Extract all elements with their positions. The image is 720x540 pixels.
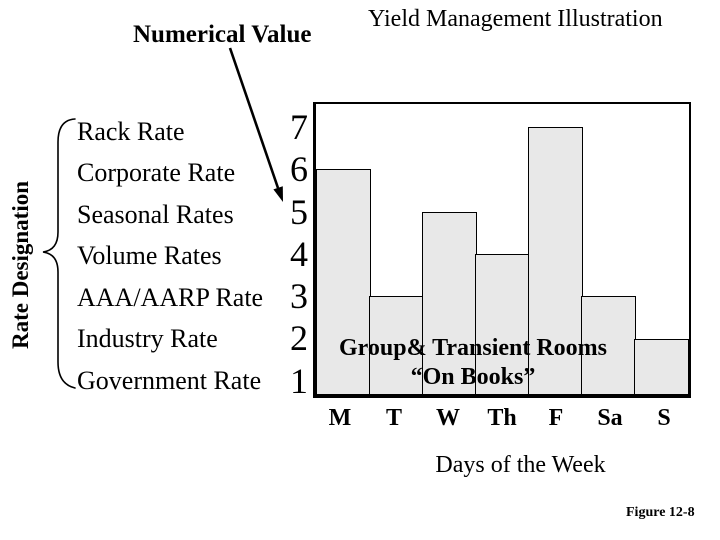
figure-caption: Figure 12-8 <box>626 505 695 520</box>
x-axis-label: F <box>548 405 564 431</box>
chart-annotation-line2: “On Books” <box>410 364 536 390</box>
x-axis-labels: M T W Th F Sa S <box>313 404 691 432</box>
rate-list-item: Rack Rate <box>77 116 185 146</box>
y-axis-tick: 7 <box>290 107 308 147</box>
rate-list-item: Seasonal Rates <box>77 199 234 229</box>
bars-container <box>316 104 690 395</box>
rate-list-item: Volume Rates <box>77 241 222 271</box>
y-axis-tick: 5 <box>290 191 308 232</box>
x-axis-label: T <box>385 405 402 431</box>
rate-list: Rack Rate Corporate Rate Seasonal Rates … <box>77 111 297 402</box>
x-axis-label: Th <box>487 405 517 431</box>
rate-list-item: Corporate Rate <box>77 158 236 188</box>
arrow-line <box>228 47 280 189</box>
bar <box>528 127 583 395</box>
y-axis-tick: 4 <box>290 233 308 274</box>
y-axis-tick: 2 <box>290 318 308 359</box>
rate-list-item: Government Rate <box>77 365 262 395</box>
y-axis-tick: 6 <box>290 149 308 190</box>
numerical-value-heading: Numerical Value <box>133 21 312 48</box>
slide-title: Yield Management Illustration <box>368 6 663 32</box>
chart-annotation-line1: Group& Transient Rooms <box>338 335 608 361</box>
x-axis-title: Days of the Week <box>435 452 606 478</box>
x-axis-label: W <box>436 405 460 431</box>
x-axis-label: S <box>657 405 671 431</box>
chart-annotation: Group& Transient Rooms “On Books” <box>323 334 623 392</box>
curly-brace-path <box>42 118 76 389</box>
x-axis-label: M <box>328 405 352 431</box>
y-axis-tick: 1 <box>290 360 308 401</box>
chart-plot-area <box>313 102 691 398</box>
y-axis-tick: 3 <box>290 276 308 317</box>
bar <box>581 296 636 395</box>
rate-designation-label: Rate Designation <box>8 180 33 350</box>
rate-list-item: Industry Rate <box>77 324 218 354</box>
bar <box>369 296 424 395</box>
arrow-head <box>273 186 283 202</box>
curly-brace-icon <box>42 118 76 389</box>
rate-list-item: AAA/AARP Rate <box>77 282 264 312</box>
y-axis-ticks: 7 6 5 4 3 2 1 <box>270 106 308 402</box>
numerical-value-arrow-icon <box>228 47 283 202</box>
x-axis-label: Sa <box>597 405 623 431</box>
bar <box>634 339 690 395</box>
bar <box>422 212 477 395</box>
bar <box>316 169 371 395</box>
